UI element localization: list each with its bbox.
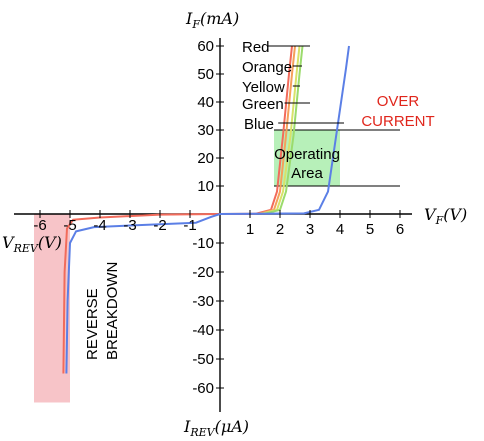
reverse-breakdown-label: BREAKDOWN: [104, 262, 121, 360]
legend-label-yellow: Yellow: [242, 79, 285, 96]
y-tick-label-positive: 50: [197, 66, 214, 83]
y-tick-label-positive: 20: [197, 150, 214, 167]
x-tick-label: 5: [366, 221, 374, 238]
y-axis-title-reverse: IREV(μA): [183, 417, 249, 439]
series-green-forward-curve: [264, 45, 304, 215]
operating-area-label: Operating: [274, 146, 340, 163]
y-tick-label-negative: -50: [192, 351, 214, 368]
series-blue-reverse-curve: [65, 213, 221, 374]
legend-label-blue: Blue: [244, 116, 274, 133]
y-tick-label-negative: -10: [192, 235, 214, 252]
x-tick-label: 4: [336, 221, 344, 238]
operating-area-label: Area: [291, 165, 323, 182]
x-axis-title-forward: VF(V): [424, 205, 467, 227]
over-current-label: OVER: [377, 93, 420, 110]
x-tick-label: -2: [153, 217, 166, 234]
x-tick-label: -5: [63, 217, 76, 234]
y-axis-title-forward: IF(mA): [185, 9, 239, 31]
x-tick-label: 1: [246, 221, 254, 238]
x-tick-label: -6: [33, 217, 46, 234]
labels-layer: IF(mA) VF(V) VREV(V) IREV(μA) Red Orange Yello…: [2, 9, 467, 439]
y-tick-label-positive: 10: [197, 178, 214, 195]
x-tick-label: 6: [396, 221, 404, 238]
x-tick-label: -1: [183, 217, 196, 234]
y-tick-label-negative: -30: [192, 293, 214, 310]
y-tick-label-negative: -60: [192, 380, 214, 397]
x-axis-title-reverse: VREV(V): [2, 233, 62, 255]
y-tick-label-positive: 60: [197, 38, 214, 55]
series-blue-forward-curve: [219, 45, 350, 215]
y-tick-label-negative: -20: [192, 264, 214, 281]
y-tick-label-positive: 30: [197, 122, 214, 139]
reverse-breakdown-label: REVERSE: [84, 288, 101, 360]
ticks-layer: -6 -5 -4 -3 -2 -1 1 2 3 4 5 6 10 20 30 40 50 60 -10 -20 -30 -…: [33, 38, 404, 397]
x-tick-label: 3: [306, 221, 314, 238]
over-current-label: CURRENT: [361, 113, 434, 130]
legend-label-orange: Orange: [242, 59, 292, 76]
x-tick-label: -3: [123, 217, 136, 234]
y-tick-label-positive: 40: [197, 94, 214, 111]
y-tick-label-negative: -40: [192, 322, 214, 339]
legend-label-red: Red: [242, 39, 270, 56]
legend-label-green: Green: [242, 96, 284, 113]
x-tick-label: 2: [276, 221, 284, 238]
x-tick-label: -4: [93, 217, 106, 234]
